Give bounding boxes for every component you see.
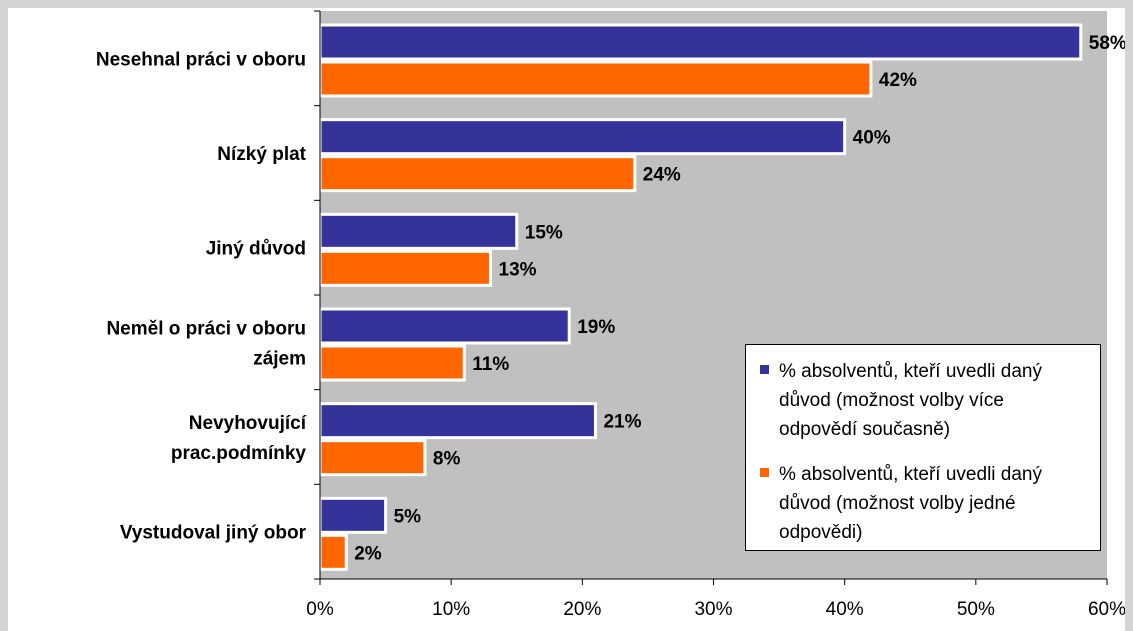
data-label: 8% xyxy=(433,449,461,470)
labels-group: 58% 42% Nesehnal práci v oboru 40% 24% Nízký … xyxy=(96,33,1125,620)
x-tick-label: 20% xyxy=(563,599,601,620)
data-label: 40% xyxy=(853,128,891,149)
bar-chart: 58% 42% Nesehnal práci v oboru 40% 24% Nízký … xyxy=(96,10,1125,620)
data-label: 2% xyxy=(354,543,382,564)
bar-series1 xyxy=(318,307,571,345)
bar-series2 xyxy=(318,249,493,287)
category-label: prac.podmínky xyxy=(171,443,307,464)
legend-line: důvod (možnost volby jedné xyxy=(779,493,1016,514)
bar-series2 xyxy=(318,344,466,382)
bar-series2 xyxy=(318,155,637,193)
bar-series2 xyxy=(318,533,348,571)
bar-series2 xyxy=(318,60,873,98)
legend-line: odpovědi) xyxy=(779,522,863,543)
data-label: 42% xyxy=(879,70,917,91)
data-label: 11% xyxy=(472,354,509,375)
x-tick-label: 40% xyxy=(826,599,864,620)
category-label: zájem xyxy=(253,348,306,369)
chart-frame: 58% 42% Nesehnal práci v oboru 40% 24% Nízký … xyxy=(8,8,1125,631)
legend-swatch-series2 xyxy=(760,468,769,477)
category-label: Jiný důvod xyxy=(206,239,306,260)
legend-line: odpovědí současně) xyxy=(779,419,951,440)
data-label: 13% xyxy=(499,259,537,280)
legend-swatch-series1 xyxy=(760,365,769,374)
x-tick-label: 30% xyxy=(694,599,732,620)
legend-text-series1: % absolventů, kteří uvedli daný důvod (m… xyxy=(779,357,1042,444)
bar-series1 xyxy=(318,118,847,156)
x-tick-label: 60% xyxy=(1088,599,1125,620)
data-label: 5% xyxy=(394,506,422,527)
category-label: Neměl o práci v oboru xyxy=(106,318,306,339)
x-tick-label: 0% xyxy=(306,599,334,620)
category-label: Nesehnal práci v oboru xyxy=(96,49,306,70)
data-label: 58% xyxy=(1089,33,1125,54)
data-label: 21% xyxy=(603,412,641,433)
bar-series1 xyxy=(318,496,388,534)
axes-group xyxy=(314,10,1108,585)
bar-series1 xyxy=(318,402,597,440)
category-label: Nevyhovující xyxy=(189,413,307,434)
x-tick-label: 50% xyxy=(957,599,995,620)
legend-entry-series1: % absolventů, kteří uvedli daný důvod (m… xyxy=(760,357,1086,444)
legend-line: % absolventů, kteří uvedli daný xyxy=(779,464,1042,485)
legend-line: % absolventů, kteří uvedli daný xyxy=(779,361,1042,382)
bar-series1 xyxy=(318,212,519,250)
x-tick-label: 10% xyxy=(432,599,470,620)
legend-text-series2: % absolventů, kteří uvedli daný důvod (m… xyxy=(779,460,1042,547)
legend-line: důvod (možnost volby více xyxy=(779,390,1004,411)
category-label: Nízký plat xyxy=(217,144,306,165)
data-label: 19% xyxy=(577,317,615,338)
bar-series2 xyxy=(318,439,427,477)
legend-entry-series2: % absolventů, kteří uvedli daný důvod (m… xyxy=(760,460,1086,547)
bar-series1 xyxy=(318,23,1083,61)
bars-group xyxy=(318,23,1083,571)
category-label: Vystudoval jiný obor xyxy=(120,523,307,544)
legend: % absolventů, kteří uvedli daný důvod (m… xyxy=(745,344,1101,551)
data-label: 24% xyxy=(643,165,681,186)
data-label: 15% xyxy=(525,222,563,243)
